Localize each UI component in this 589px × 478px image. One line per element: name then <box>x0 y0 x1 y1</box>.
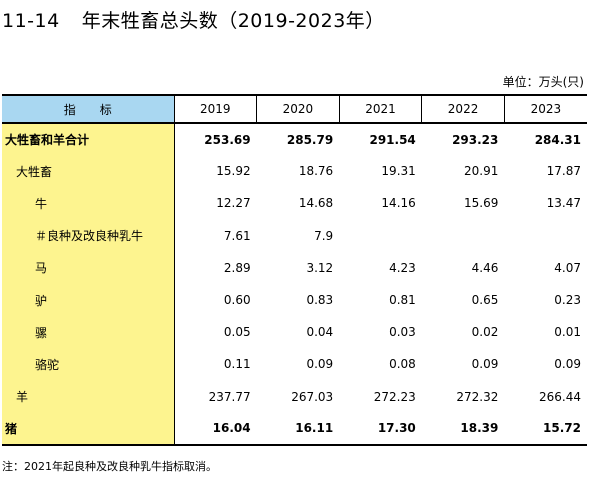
table-row: 羊 237.77 267.03 272.23 272.32 266.44 <box>2 380 587 413</box>
row-value: 253.69 <box>204 132 251 147</box>
row-value: 15.69 <box>464 196 499 211</box>
row-value: 7.9 <box>314 228 334 243</box>
row-value: 18.39 <box>421 412 505 446</box>
row-value: 14.16 <box>381 196 416 211</box>
header-row: 指 标 2019 2020 2021 2022 2023 <box>2 94 587 124</box>
row-value: 0.03 <box>389 325 416 340</box>
row-value <box>339 220 422 252</box>
row-label: 羊 <box>2 380 175 413</box>
row-value <box>422 220 505 252</box>
row-value: 14.68 <box>298 196 334 211</box>
table-row: 大牲畜和羊合计 253.69 285.79 291.54 293.23 284.31 <box>2 123 587 156</box>
row-value: 18.76 <box>298 164 334 179</box>
row-value: 0.01 <box>554 325 581 340</box>
row-value: 0.09 <box>306 357 334 372</box>
row-value: 4.07 <box>554 260 581 275</box>
row-label: 驴 <box>2 283 175 317</box>
row-value: 7.61 <box>223 228 251 243</box>
row-label: ＃良种及改良种乳牛 <box>2 219 175 252</box>
header-indicator: 指 标 <box>2 94 174 124</box>
row-value: 12.27 <box>216 196 251 211</box>
row-value: 15.92 <box>216 164 251 179</box>
table-row: 驴 0.60 0.83 0.81 0.65 0.23 <box>2 283 587 317</box>
row-value: 17.30 <box>339 412 422 446</box>
header-year: 2023 <box>503 94 587 124</box>
row-value: 0.83 <box>306 293 334 308</box>
footnote: 注：2021年起良种及改良种乳牛指标取消。 <box>2 460 217 473</box>
row-value: 0.60 <box>223 293 251 308</box>
row-label: 牛 <box>2 187 175 220</box>
row-value: 4.23 <box>389 260 416 275</box>
row-value: 291.54 <box>369 132 416 147</box>
table-row: 骡 0.05 0.04 0.03 0.02 0.01 <box>2 316 587 349</box>
row-label: 大牲畜和羊合计 <box>2 123 175 156</box>
row-value: 285.79 <box>286 132 334 147</box>
row-value: 4.46 <box>471 260 499 275</box>
row-value: 0.05 <box>223 325 251 340</box>
table-title: 年末牲畜总头数（2019-2023年） <box>81 10 385 32</box>
table-row: 骆驼 0.11 0.09 0.08 0.09 0.09 <box>2 348 587 381</box>
row-value: 0.11 <box>223 357 251 372</box>
row-label: 马 <box>2 251 175 284</box>
row-value: 16.11 <box>256 412 340 446</box>
row-value: 3.12 <box>306 260 334 275</box>
page-title: 11-14 年末牲畜总头数（2019-2023年） <box>2 6 385 33</box>
row-value: 2.89 <box>223 260 251 275</box>
row-value <box>504 220 587 252</box>
row-value: 17.87 <box>546 164 581 179</box>
row-label: 大牲畜 <box>2 155 175 188</box>
row-value: 0.65 <box>471 293 499 308</box>
header-year: 2019 <box>173 94 257 124</box>
row-value: 266.44 <box>539 389 581 404</box>
header-year: 2021 <box>338 94 422 124</box>
table-row: ＃良种及改良种乳牛 7.61 7.9 <box>2 219 587 252</box>
row-value: 13.47 <box>546 196 581 211</box>
table-row: 大牲畜 15.92 18.76 19.31 20.91 17.87 <box>2 155 587 188</box>
table-body: 大牲畜和羊合计 253.69 285.79 291.54 293.23 284.31 大牲畜… <box>2 123 587 446</box>
livestock-table: 指 标 2019 2020 2021 2022 2023 大牲畜和羊合计 253.… <box>2 94 587 446</box>
row-value: 293.23 <box>452 132 499 147</box>
row-value: 0.09 <box>554 357 581 372</box>
row-value: 15.72 <box>504 412 587 446</box>
row-label: 骡 <box>2 316 175 349</box>
unit-label: 单位：万头(只) <box>502 75 584 89</box>
row-value: 0.02 <box>471 325 499 340</box>
row-label: 猪 <box>2 412 175 446</box>
row-label: 骆驼 <box>2 348 175 381</box>
row-value: 0.23 <box>554 293 581 308</box>
table-row: 牛 12.27 14.68 14.16 15.69 13.47 <box>2 187 587 220</box>
row-value: 284.31 <box>534 132 581 147</box>
row-value: 16.04 <box>174 412 257 446</box>
row-value: 272.32 <box>456 389 499 404</box>
table-number: 11-14 <box>2 10 60 32</box>
row-value: 237.77 <box>208 389 251 404</box>
table-row: 马 2.89 3.12 4.23 4.46 4.07 <box>2 251 587 284</box>
row-value: 19.31 <box>381 164 416 179</box>
row-value: 267.03 <box>291 389 334 404</box>
header-year: 2020 <box>256 94 340 124</box>
table-row: 猪 16.04 16.11 17.30 18.39 15.72 <box>2 412 587 446</box>
row-value: 0.09 <box>471 357 499 372</box>
row-value: 0.04 <box>306 325 334 340</box>
row-value: 272.23 <box>373 389 416 404</box>
row-value: 0.08 <box>389 357 416 372</box>
header-year: 2022 <box>421 94 505 124</box>
row-value: 20.91 <box>464 164 499 179</box>
row-value: 0.81 <box>389 293 416 308</box>
